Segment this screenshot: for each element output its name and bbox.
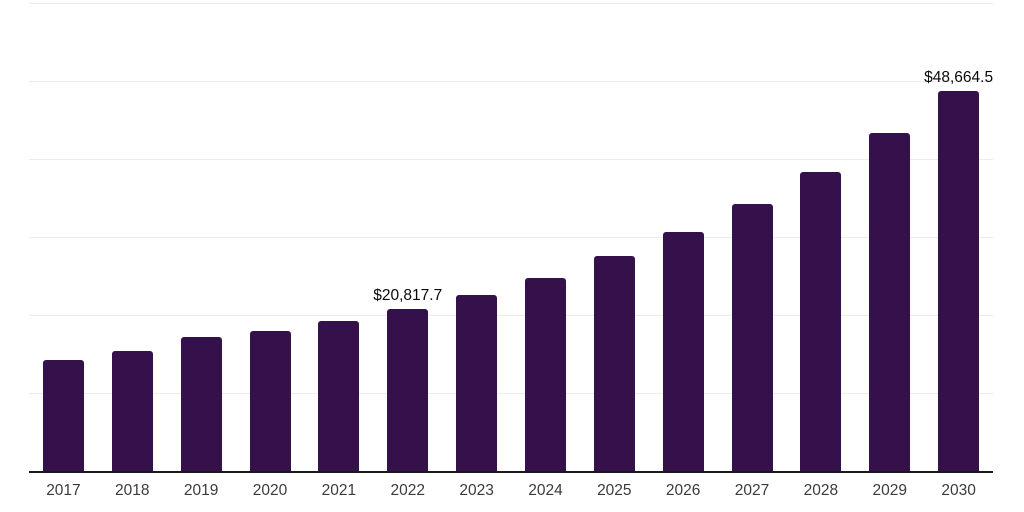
bar-2025 [593, 255, 635, 471]
bar-slot-2025 [580, 255, 649, 471]
data-label-2030: $48,664.5 [924, 69, 994, 87]
x-tick-2022: 2022 [390, 482, 425, 499]
bar-2030 [938, 91, 980, 471]
x-tick-2020: 2020 [252, 482, 288, 499]
bar-slot-2026 [649, 232, 718, 471]
bar-slot-2027 [718, 203, 787, 471]
bar-slot-2024 [511, 277, 580, 471]
bar-2028 [800, 171, 842, 471]
bar-slot-2018 [98, 350, 167, 471]
x-tick-2028: 2028 [803, 482, 839, 499]
data-label-2022: $20,817.7 [373, 286, 443, 304]
bar-2019 [180, 336, 222, 471]
bars-container: $20,817.7 $48,664.5 [29, 3, 993, 471]
bar-2024 [524, 277, 566, 471]
bar-2026 [662, 232, 704, 471]
bar-2023 [456, 294, 498, 471]
bar-2017 [42, 360, 84, 471]
x-tick-2019: 2019 [183, 482, 219, 499]
bar-slot-2029 [855, 133, 924, 471]
x-tick-2030: 2030 [941, 482, 976, 499]
x-tick-2021: 2021 [321, 482, 357, 499]
bar-slot-2021 [304, 320, 373, 471]
bar-slot-2022: $20,817.7 [373, 287, 442, 471]
x-tick-2018: 2018 [115, 482, 150, 499]
bar-slot-2028 [786, 171, 855, 471]
x-tick-2024: 2024 [528, 482, 563, 499]
bar-2022 [387, 308, 429, 471]
bar-slot-2017 [29, 360, 98, 471]
x-tick-2026: 2026 [665, 482, 701, 499]
x-tick-2027: 2027 [734, 482, 770, 499]
x-tick-2025: 2025 [597, 482, 632, 499]
bar-slot-2019 [167, 336, 236, 471]
bar-2029 [869, 133, 911, 471]
bar-slot-2030: $48,664.5 [924, 69, 993, 471]
bar-slot-2020 [236, 330, 305, 471]
bar-2020 [249, 330, 291, 471]
bar-2027 [731, 203, 773, 471]
bar-2021 [318, 320, 360, 471]
x-tick-2017: 2017 [46, 482, 81, 499]
bar-2018 [111, 350, 153, 471]
plot-area: $20,817.7 $48,664.5 [29, 3, 993, 473]
x-tick-2029: 2029 [872, 482, 907, 499]
bar-slot-2023 [442, 294, 511, 471]
x-axis: 2017 2018 2019 2020 2021 2022 2023 2024 2025 2026… [29, 481, 993, 501]
x-tick-2023: 2023 [459, 482, 494, 499]
